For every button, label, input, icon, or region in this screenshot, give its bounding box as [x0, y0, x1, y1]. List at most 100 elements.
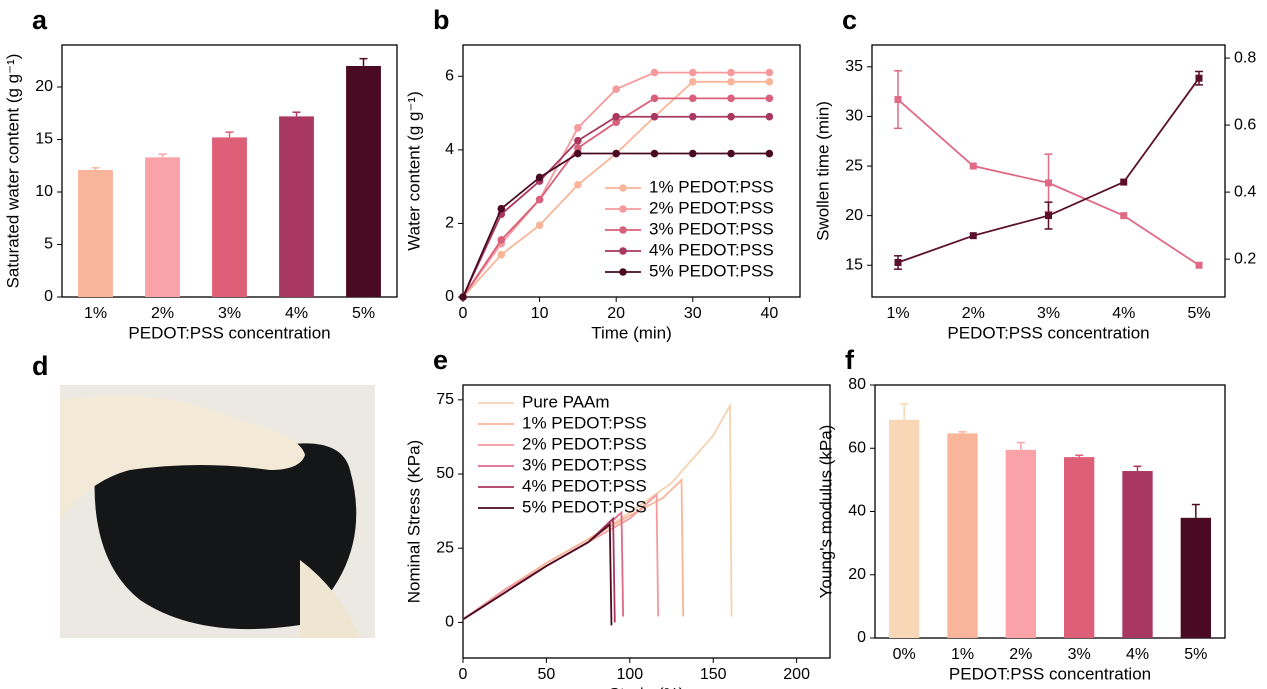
bar [78, 169, 113, 297]
marker [497, 236, 506, 244]
x-tick-label: 2% [1009, 646, 1032, 663]
x-tick-label: 2% [151, 305, 174, 322]
marker [765, 77, 774, 86]
marker [727, 94, 735, 103]
marker [574, 136, 582, 145]
legend-marker [619, 184, 627, 192]
y-tick-label: 0 [445, 614, 454, 631]
panel-label: d [32, 351, 49, 381]
y-axis-label: Nominal Stress (KPa) [404, 440, 423, 603]
y-tick-label: 0 [44, 288, 53, 305]
panel-label: e [433, 345, 448, 375]
legend-label: Pure PAAm [522, 392, 610, 411]
x-tick-label: 0 [459, 666, 468, 683]
marker [574, 144, 582, 152]
marker [650, 68, 659, 77]
legend-label: 3% PEDOT:PSS [522, 455, 647, 474]
x-tick-label: 4% [1112, 305, 1135, 322]
y-tick-label: 40 [848, 503, 866, 520]
y-tick-label: 35 [845, 58, 863, 75]
bar [346, 66, 381, 297]
x-tick-label: 10 [531, 305, 549, 322]
y-tick-label: 2 [445, 215, 454, 232]
y2-tick-label: 0.8 [1234, 49, 1256, 66]
bar [212, 137, 247, 297]
x-tick-label: 40 [760, 305, 778, 322]
legend-label: 5% PEDOT:PSS [649, 261, 774, 280]
legend-label: 3% PEDOT:PSS [649, 219, 774, 238]
marker [1120, 178, 1128, 186]
y-tick-label: 6 [445, 67, 454, 84]
marker [497, 250, 506, 259]
y-tick-label: 60 [848, 439, 866, 456]
y-tick-label: 20 [848, 566, 866, 583]
marker [497, 204, 506, 213]
y-axis-label: Young's modulus (kPa) [816, 425, 835, 599]
marker [969, 232, 977, 240]
marker [727, 149, 735, 158]
marker [727, 77, 735, 86]
x-tick-label: 3% [218, 305, 241, 322]
panel-label: c [842, 5, 857, 35]
bar [145, 157, 180, 297]
marker [612, 112, 620, 121]
marker [574, 123, 582, 132]
y-tick-label: 50 [436, 465, 454, 482]
x-tick-label: 2% [962, 305, 985, 322]
x-axis-label: PEDOT:PSS concentration [947, 323, 1149, 342]
marker [688, 68, 697, 77]
marker [650, 112, 659, 121]
y-tick-label: 5 [44, 236, 53, 253]
marker [650, 149, 659, 158]
marker [612, 85, 620, 93]
legend-label: 1% PEDOT:PSS [649, 177, 774, 196]
marker [1195, 74, 1203, 82]
legend-label: 4% PEDOT:PSS [522, 476, 647, 495]
marker [894, 96, 902, 104]
legend-label: 4% PEDOT:PSS [649, 240, 774, 259]
marker [1120, 212, 1128, 220]
marker [535, 221, 544, 230]
panel-label: f [845, 345, 855, 375]
marker [894, 258, 902, 266]
marker [612, 149, 620, 158]
y-tick-label: 4 [445, 141, 454, 158]
x-tick-label: 20 [607, 305, 625, 322]
panel-label: b [433, 5, 450, 35]
plot-frame [462, 44, 801, 298]
bar [1005, 449, 1036, 638]
x-tick-label: 1% [886, 305, 909, 322]
bar [947, 433, 978, 638]
x-tick-label: 4% [285, 305, 308, 322]
marker [650, 94, 659, 103]
y2-tick-label: 0.4 [1234, 183, 1256, 200]
x-axis-label: PEDOT:PSS concentration [128, 323, 330, 342]
y-tick-label: 15 [35, 131, 53, 148]
x-tick-label: 1% [951, 646, 974, 663]
x-tick-label: 5% [1184, 646, 1207, 663]
bar [1180, 517, 1211, 638]
x-tick-label: 30 [684, 305, 702, 322]
marker [574, 180, 582, 189]
x-axis-label: PEDOT:PSS concentration [949, 664, 1151, 683]
x-tick-label: 3% [1068, 646, 1091, 663]
panel-label: a [32, 5, 48, 35]
plot-frame [871, 44, 1226, 298]
x-tick-label: 0% [893, 646, 916, 663]
legend-marker [619, 247, 627, 255]
photo-glove [300, 560, 360, 638]
marker [688, 112, 697, 121]
series-line [462, 522, 613, 626]
bar [279, 116, 314, 298]
x-tick-label: 3% [1037, 305, 1060, 322]
y-tick-label: 80 [848, 376, 866, 393]
y-axis-label: Water content (g g⁻¹) [404, 91, 423, 251]
y-tick-label: 25 [436, 539, 454, 556]
legend-label: 1% PEDOT:PSS [522, 413, 647, 432]
legend-marker [619, 268, 627, 276]
marker [969, 162, 977, 170]
legend-marker [619, 205, 627, 213]
y-tick-label: 20 [35, 78, 53, 95]
marker [688, 149, 697, 158]
